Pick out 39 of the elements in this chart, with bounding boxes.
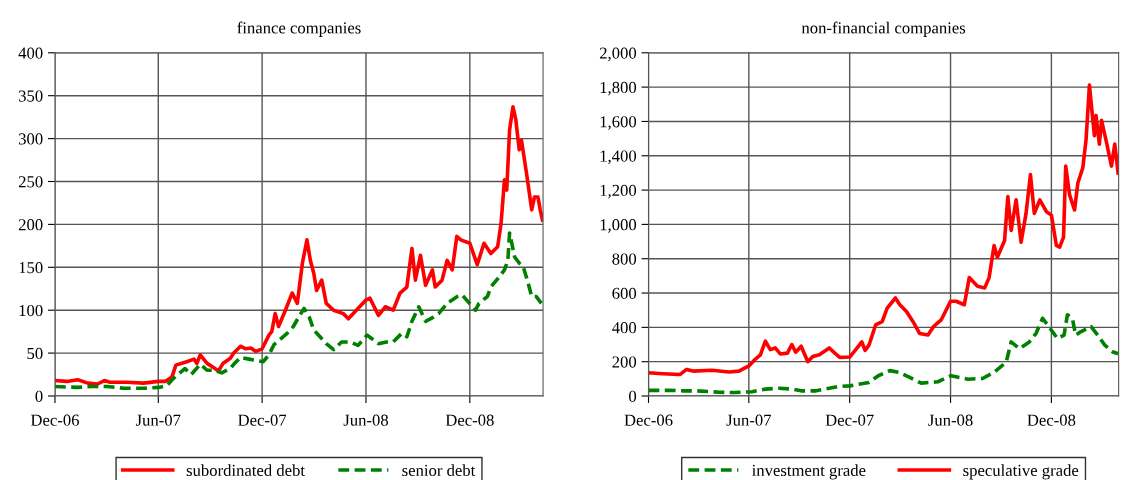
x-tick-label: Dec-07: [238, 414, 287, 426]
chart-title: non-financial companies: [801, 21, 966, 37]
x-tick-label: Dec-07: [825, 414, 874, 426]
y-tick-label: 350: [18, 90, 43, 102]
y-tick-label: 400: [612, 322, 637, 334]
y-tick-label: 800: [612, 253, 637, 265]
y-tick-label: 2,000: [599, 47, 637, 62]
legend-label: investment grade: [752, 464, 866, 480]
y-tick-label: 1,400: [600, 150, 637, 165]
y-tick-label: 1,200: [600, 184, 637, 199]
y-tick-label: 300: [18, 133, 43, 145]
x-tick-label: Jun-07: [726, 414, 772, 426]
x-tick-label: Dec-08: [1027, 414, 1076, 426]
x-tick-label: Dec-06: [624, 414, 673, 426]
x-tick-label: Jun-07: [135, 414, 181, 426]
y-tick-label: 1,600: [600, 116, 637, 130]
y-tick-label: 600: [612, 287, 637, 299]
y-tick-label: 200: [612, 356, 637, 368]
legend-label: subordinated debt: [186, 464, 305, 477]
chart-title: finance companies: [237, 21, 361, 37]
x-tick-label: Jun-08: [928, 414, 973, 426]
y-tick-label: 400: [18, 47, 43, 59]
y-tick-label: 150: [19, 262, 43, 274]
y-tick-label: 200: [18, 219, 43, 231]
y-tick-label: 1,000: [600, 219, 637, 233]
x-tick-label: Dec-06: [30, 414, 79, 426]
y-tick-label: 100: [19, 304, 43, 317]
y-tick-label: 0: [35, 390, 43, 402]
y-tick-label: 0: [629, 390, 637, 402]
y-tick-label: 1,800: [600, 81, 637, 96]
line-series: [648, 83, 1119, 377]
line-series: [54, 231, 544, 391]
y-tick-label: 50: [27, 347, 43, 360]
legend-label: senior debt: [402, 464, 476, 477]
x-tick-label: Jun-08: [343, 414, 389, 426]
legend-label: speculative grade: [963, 464, 1079, 480]
x-tick-label: Dec-08: [445, 414, 494, 426]
y-tick-label: 250: [18, 176, 43, 188]
line-series: [54, 105, 544, 386]
